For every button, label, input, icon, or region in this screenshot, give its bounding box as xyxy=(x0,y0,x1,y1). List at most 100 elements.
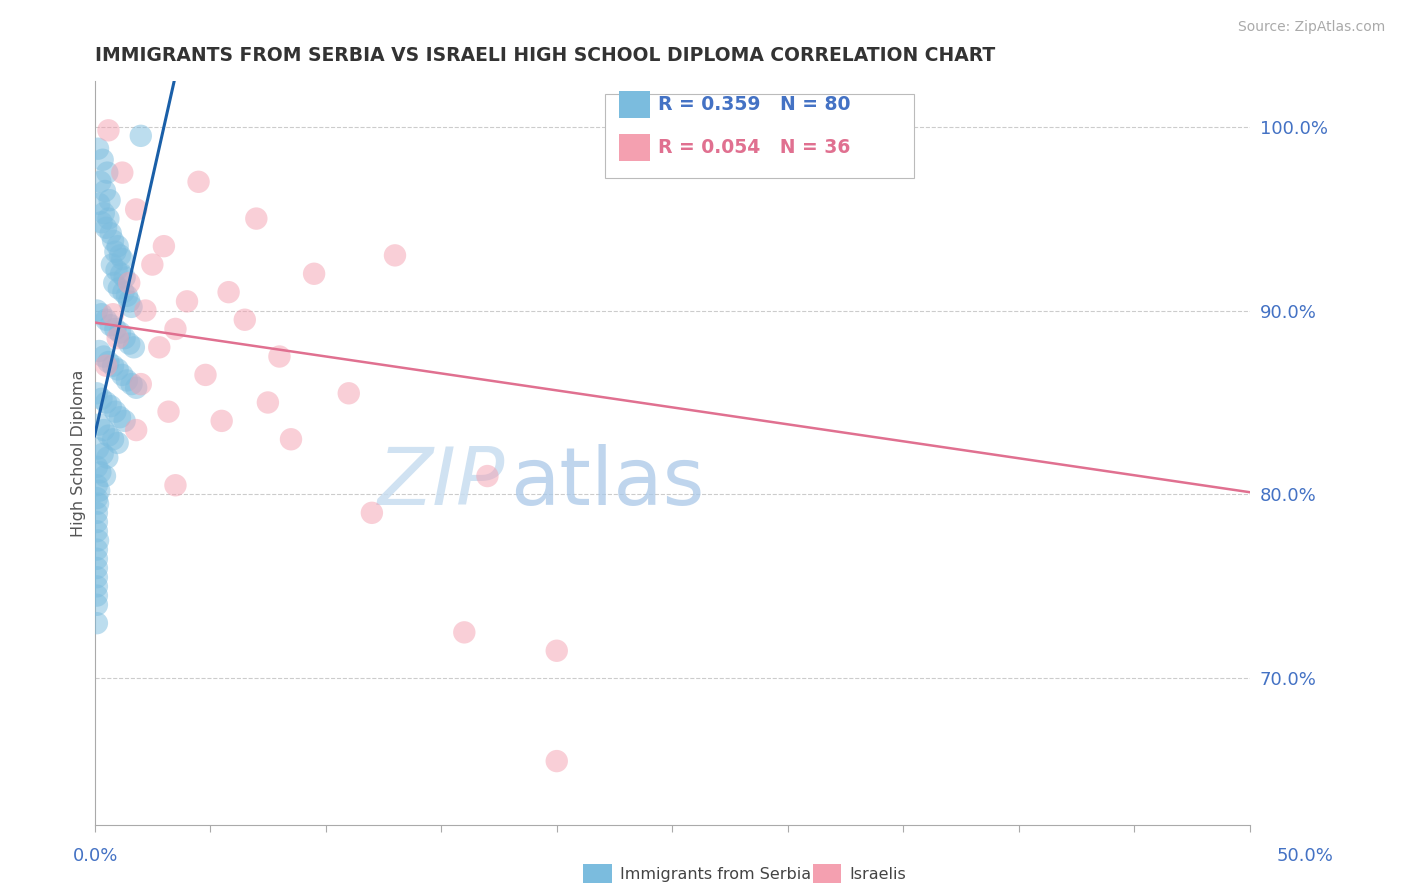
Point xyxy=(730,116,752,130)
Point xyxy=(384,248,406,262)
Point xyxy=(107,362,129,376)
Point xyxy=(86,542,108,557)
Point xyxy=(141,258,163,272)
Point xyxy=(94,312,117,326)
Point xyxy=(94,469,117,483)
Text: Israelis: Israelis xyxy=(849,867,905,881)
Point xyxy=(112,285,135,300)
Point xyxy=(101,234,124,248)
Point xyxy=(89,466,111,480)
Point xyxy=(546,754,568,768)
Point xyxy=(165,322,187,336)
Point xyxy=(94,220,117,235)
Point xyxy=(125,202,148,217)
Point xyxy=(176,294,198,309)
Text: ZIP: ZIP xyxy=(377,444,505,522)
Point xyxy=(87,497,110,511)
Point xyxy=(86,579,108,593)
Point xyxy=(111,166,134,180)
Point xyxy=(360,506,382,520)
Point xyxy=(107,331,129,345)
Point xyxy=(96,166,118,180)
Point xyxy=(97,123,120,137)
Point xyxy=(104,322,127,336)
Point xyxy=(100,227,122,241)
Point xyxy=(107,239,129,253)
Point xyxy=(103,276,125,290)
Point xyxy=(100,318,122,333)
Text: IMMIGRANTS FROM SERBIA VS ISRAELI HIGH SCHOOL DIPLOMA CORRELATION CHART: IMMIGRANTS FROM SERBIA VS ISRAELI HIGH S… xyxy=(94,46,995,65)
Y-axis label: High School Diploma: High School Diploma xyxy=(72,369,86,537)
Point xyxy=(148,340,170,354)
Point xyxy=(91,447,114,461)
Point xyxy=(129,128,152,143)
Point xyxy=(94,359,117,373)
Point xyxy=(823,120,845,134)
Point xyxy=(86,551,108,566)
Point xyxy=(257,395,280,409)
Point xyxy=(86,561,108,575)
Point xyxy=(115,289,138,303)
Text: R = 0.359   N = 80: R = 0.359 N = 80 xyxy=(658,95,851,114)
Point xyxy=(153,239,176,253)
Point xyxy=(86,515,108,529)
Point xyxy=(101,359,124,373)
Point xyxy=(89,417,111,432)
Point xyxy=(233,312,256,326)
Point xyxy=(107,436,129,450)
Point xyxy=(104,405,127,419)
Text: 50.0%: 50.0% xyxy=(1277,847,1333,865)
Point xyxy=(122,340,145,354)
Point xyxy=(105,263,128,277)
Point xyxy=(97,211,120,226)
Point xyxy=(86,478,108,492)
Point xyxy=(87,533,110,548)
Point xyxy=(90,307,112,321)
Point xyxy=(86,570,108,584)
Point xyxy=(96,450,118,465)
Point xyxy=(187,175,209,189)
Point xyxy=(104,244,127,259)
Point xyxy=(125,381,148,395)
Point xyxy=(94,395,117,409)
Point xyxy=(302,267,325,281)
Point xyxy=(86,386,108,401)
Point xyxy=(89,483,111,498)
Point xyxy=(114,270,136,285)
Point xyxy=(89,175,111,189)
Point xyxy=(87,442,110,456)
Point xyxy=(546,644,568,658)
Point xyxy=(118,336,141,351)
Point xyxy=(121,300,143,314)
Point xyxy=(111,368,134,382)
Point xyxy=(91,153,114,167)
Point xyxy=(245,211,267,226)
Point xyxy=(114,414,136,428)
Point xyxy=(93,350,115,364)
Point xyxy=(121,377,143,392)
Point xyxy=(86,589,108,603)
Point xyxy=(129,377,152,392)
Point xyxy=(118,276,141,290)
Point xyxy=(157,405,180,419)
Point xyxy=(86,524,108,539)
Point xyxy=(93,423,115,437)
Point xyxy=(90,215,112,229)
Point xyxy=(453,625,475,640)
Point xyxy=(110,267,132,281)
Point xyxy=(108,410,131,425)
Point xyxy=(86,459,108,474)
Point xyxy=(89,343,111,358)
Text: R = 0.054   N = 36: R = 0.054 N = 36 xyxy=(658,137,851,157)
Point xyxy=(280,432,302,446)
Point xyxy=(101,258,124,272)
Point xyxy=(94,184,117,198)
Point xyxy=(86,598,108,612)
Point xyxy=(114,331,136,345)
Point xyxy=(97,428,120,442)
Point xyxy=(269,350,291,364)
Point xyxy=(111,252,134,266)
Point xyxy=(97,355,120,369)
Point xyxy=(98,193,121,207)
Point xyxy=(86,491,108,505)
